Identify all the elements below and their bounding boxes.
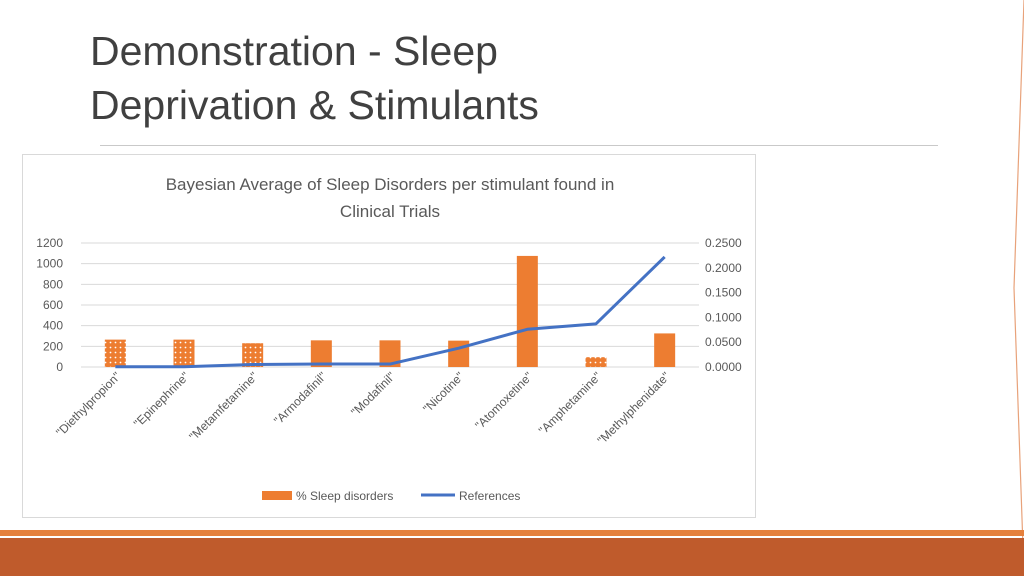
left-tick-label: 1000 [36,257,63,271]
right-tick-label: 0.2500 [705,236,742,250]
right-axis-ticks: 0.0000 0.0500 0.1000 0.1500 0.2000 0.2500 [705,236,742,374]
right-tick-label: 0.1000 [705,310,742,324]
category-labels: "Diethylpropion" "Epinephrine""Metamfetam… [53,369,673,447]
bar [516,255,538,367]
references-line-path [115,255,666,369]
left-tick-label: 1200 [36,236,63,250]
legend-line-label: References [459,489,520,503]
footer-accent-line [0,530,1024,536]
category-label: "Epinephrine" [131,369,192,430]
bars [104,255,676,367]
legend-bar-label: % Sleep disorders [296,489,393,503]
right-tick-label: 0.1500 [705,286,742,300]
left-tick-label: 0 [56,360,63,374]
bar [585,357,607,367]
slide-title-line2: Deprivation & Stimulants [90,82,539,128]
left-tick-label: 400 [43,319,63,333]
bar [242,343,264,367]
category-label: "Nicotine" [420,369,467,416]
bar [310,340,332,367]
footer-bar [0,538,1024,576]
left-axis-ticks: 0 200 400 600 800 1000 1200 [36,236,63,374]
left-tick-label: 800 [43,277,63,291]
bar [654,333,676,367]
legend-bar-swatch [262,491,292,500]
category-label: "Metamfetamine" [186,369,260,443]
chart-title-line2: Clinical Trials [340,202,440,221]
chart-legend: % Sleep disorders References [262,489,520,503]
slide-title: Demonstration - Sleep Deprivation & Stim… [90,24,710,132]
chart-frame: Bayesian Average of Sleep Disorders per … [22,154,756,518]
chart-title-line1: Bayesian Average of Sleep Disorders per … [166,175,615,194]
category-label: "Atomoxetine" [472,369,535,432]
category-label: "Methylphenidate" [595,369,673,447]
left-tick-label: 600 [43,298,63,312]
right-tick-label: 0.0000 [705,360,742,374]
left-tick-label: 200 [43,339,63,353]
category-label: "Amphetamine" [536,369,604,437]
bar [173,339,195,367]
right-tick-label: 0.0500 [705,335,742,349]
right-edge-chevron [1013,0,1024,576]
category-label: "Diethylpropion" [53,369,123,439]
category-label: "Modafinil" [348,369,398,419]
category-label: "Armodafinil" [271,369,329,427]
right-tick-label: 0.2000 [705,261,742,275]
bar [104,339,126,367]
slide-title-line1: Demonstration - Sleep [90,28,498,74]
chart-svg: Bayesian Average of Sleep Disorders per … [36,175,742,503]
references-line [115,255,666,369]
bar [379,340,401,367]
title-divider [100,145,938,146]
